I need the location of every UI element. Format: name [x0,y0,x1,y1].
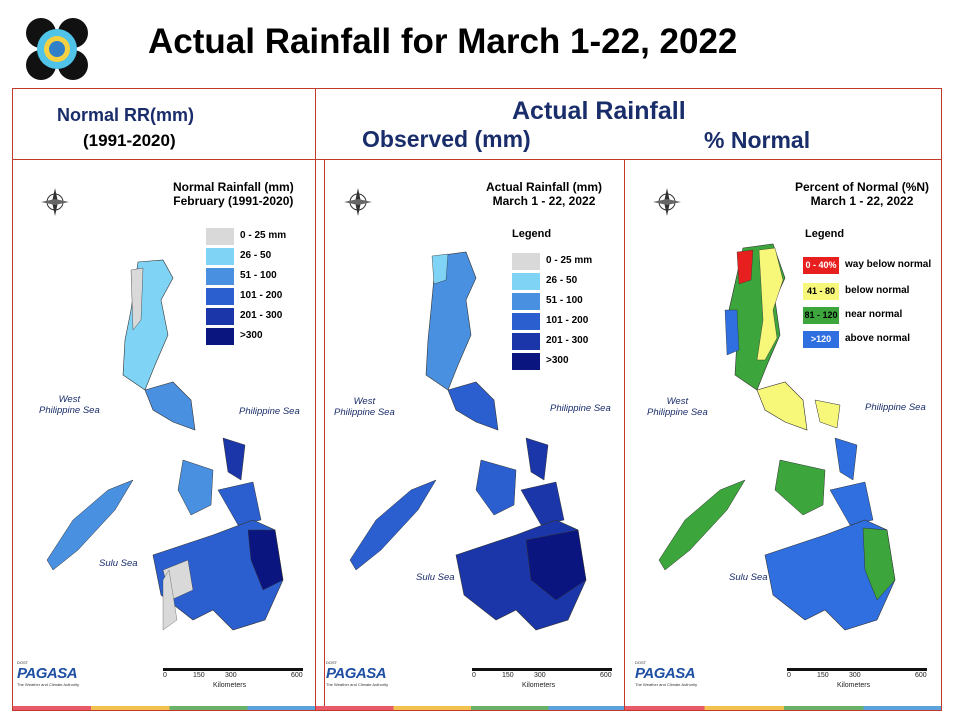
west-sea-label: West Philippine Sea [39,394,100,416]
actual-header: Actual Rainfall Observed (mm) % Normal [315,88,942,160]
west-sea-label: West Philippine Sea [647,396,708,418]
actual-rainfall-map-panel: Actual Rainfall (mm) March 1 - 22, 2022 … [315,159,625,711]
compass-icon [653,188,681,216]
normal-map-title: Normal Rainfall (mm) February (1991-2020… [173,180,294,208]
percent-map-title: Percent of Normal (%N) March 1 - 22, 202… [795,180,929,208]
west-sea-label: West Philippine Sea [334,396,395,418]
percent-map-title-line1: Percent of Normal (%N) [795,180,930,194]
percent-legend-title: Legend [805,228,845,240]
sulu-sea-label: Sulu Sea [729,572,768,583]
color-strip [625,706,941,710]
actual-map-title-line1: Actual Rainfall (mm) [486,180,603,194]
actual-header-title: Actual Rainfall [512,97,686,125]
normal-legend: 0 - 25 mm 26 - 50 51 - 100 101 - 200 201… [206,228,306,345]
scale-bar: 0 150 300 600 Kilometers [163,668,305,689]
philippines-landmass [349,251,587,631]
normal-header: Normal RR(mm) (1991-2020) [12,88,316,160]
percent-map-title-line2: March 1 - 22, 2022 [810,194,914,208]
east-sea-label: Philippine Sea [550,403,611,414]
percent-normal-map-panel: Percent of Normal (%N) March 1 - 22, 202… [624,159,942,711]
actual-legend-title: Legend [512,228,552,240]
pagasa-logo-icon [24,16,90,82]
normal-map-title-line2: February (1991-2020) [173,194,294,208]
normal-header-line2: (1991-2020) [83,131,176,150]
observed-label: Observed (mm) [362,126,531,152]
page-title: Actual Rainfall for March 1-22, 2022 [148,22,738,61]
color-strip [316,706,624,710]
scale-bar: 0 150 300 600 Kilometers [787,668,929,689]
east-sea-label: Philippine Sea [239,406,300,417]
color-strip [13,706,324,710]
actual-map-title: Actual Rainfall (mm) March 1 - 22, 2022 [486,180,602,208]
sulu-sea-label: Sulu Sea [99,558,138,569]
actual-legend: 0 - 25 mm 26 - 50 51 - 100 101 - 200 201… [512,253,612,370]
sulu-sea-label: Sulu Sea [416,572,455,583]
philippines-landmass [46,259,284,631]
normal-header-line1: Normal RR(mm) [57,105,195,125]
philippines-landmass [658,243,896,631]
pagasa-brand: DOST PAGASA The Weather and Climate Auth… [635,660,698,687]
scale-bar: 0 150 300 600 Kilometers [472,668,614,689]
normal-rainfall-map-panel: Normal Rainfall (mm) February (1991-2020… [12,159,325,711]
east-sea-label: Philippine Sea [865,402,926,413]
percent-normal-label: % Normal [704,127,811,153]
pagasa-brand: DOST PAGASA The Weather and Climate Auth… [17,660,80,687]
pagasa-brand: DOST PAGASA The Weather and Climate Auth… [326,660,389,687]
percent-legend: 0 - 40% way below normal 41 - 80 below nor… [803,257,933,348]
compass-icon [344,188,372,216]
percent-normal-map [653,188,896,631]
actual-map-title-line2: March 1 - 22, 2022 [492,194,596,208]
normal-map-title-line1: Normal Rainfall (mm) [173,180,294,194]
compass-icon [41,188,69,216]
normal-rainfall-map [41,188,284,631]
actual-rainfall-map [344,188,587,631]
